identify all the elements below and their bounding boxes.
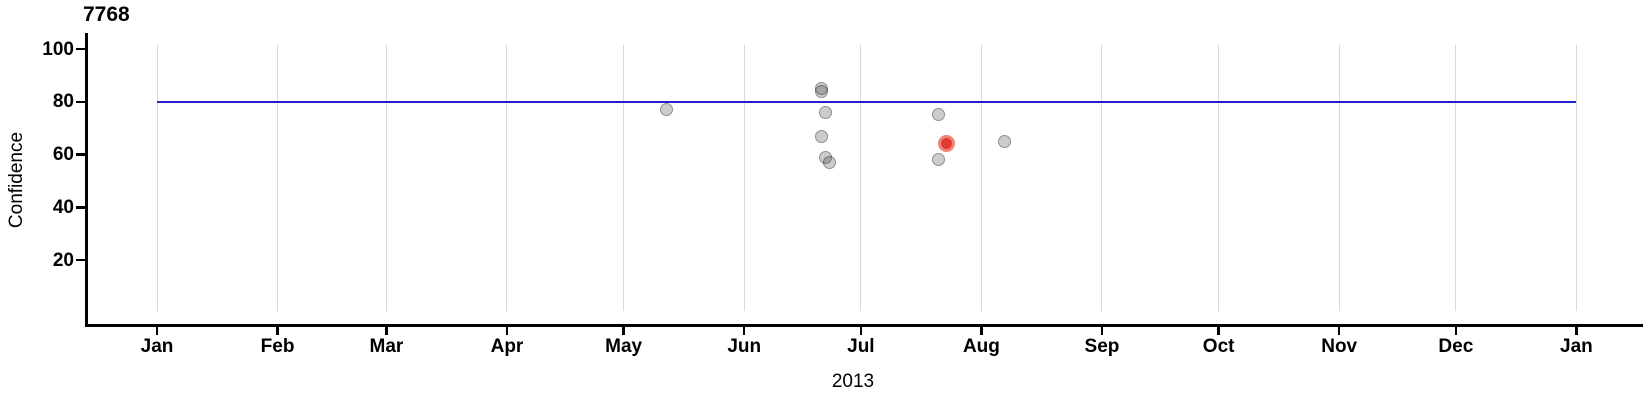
data-point[interactable] — [659, 103, 673, 117]
x-tick — [622, 326, 625, 335]
highlighted-data-point[interactable] — [937, 135, 955, 153]
data-point[interactable] — [998, 134, 1012, 148]
x-axis-spine — [85, 324, 1643, 327]
x-tick — [859, 326, 863, 335]
month-gridline — [1575, 45, 1577, 311]
x-tick — [742, 326, 746, 335]
month-gridline — [1338, 45, 1340, 311]
y-tick — [76, 153, 85, 156]
y-tick — [76, 206, 85, 209]
month-gridline — [980, 45, 982, 311]
x-tick — [505, 326, 509, 335]
x-tick-label: Jan — [1560, 336, 1593, 357]
y-axis-label: Confidence — [6, 131, 27, 229]
data-point[interactable] — [932, 153, 946, 167]
month-gridline — [1101, 45, 1103, 311]
x-tick — [276, 326, 279, 335]
x-tick-label: May — [605, 336, 643, 357]
x-tick-label: Nov — [1321, 336, 1358, 357]
x-tick-label: Oct — [1202, 336, 1235, 357]
x-tick — [155, 326, 159, 335]
chart-title: 7768 — [83, 3, 130, 26]
x-tick-label: Jul — [847, 336, 875, 357]
x-tick — [1337, 326, 1341, 335]
data-point[interactable] — [932, 108, 946, 122]
x-tick — [385, 326, 388, 335]
month-gridline — [743, 45, 745, 311]
x-tick-label: Aug — [962, 336, 1000, 357]
month-gridline — [385, 45, 387, 311]
month-gridline — [1455, 45, 1457, 311]
x-axis-year-label: 2013 — [831, 371, 875, 392]
month-gridline — [506, 45, 508, 311]
y-tick — [76, 100, 85, 103]
reference-line — [157, 100, 1577, 103]
x-tick-label: Mar — [369, 336, 404, 357]
y-tick-label: 80 — [52, 91, 74, 113]
x-tick — [1100, 326, 1104, 335]
y-tick-label: 60 — [52, 144, 74, 166]
y-tick — [76, 47, 85, 51]
x-tick-label: Jan — [140, 336, 174, 357]
month-gridline — [623, 45, 625, 311]
x-tick — [1454, 326, 1458, 335]
data-point[interactable] — [819, 105, 833, 119]
y-axis-spine — [85, 33, 88, 326]
y-tick-label: 40 — [52, 196, 74, 218]
month-gridline — [1218, 45, 1220, 311]
x-tick-label: Apr — [490, 336, 524, 357]
month-gridline — [156, 45, 158, 311]
x-tick — [980, 326, 983, 335]
data-point[interactable] — [823, 155, 837, 169]
month-gridline — [277, 45, 279, 311]
data-point[interactable] — [815, 84, 829, 98]
y-tick — [76, 258, 85, 262]
x-tick-label: Sep — [1084, 336, 1120, 357]
x-tick-label: Jun — [727, 336, 762, 357]
y-tick-label: 100 — [42, 38, 74, 60]
x-tick-label: Feb — [260, 336, 295, 357]
x-tick — [1217, 326, 1220, 335]
data-point[interactable] — [815, 129, 829, 143]
month-gridline — [860, 45, 862, 311]
x-tick-label: Dec — [1438, 336, 1474, 357]
y-tick-label: 20 — [52, 249, 74, 271]
x-tick — [1575, 326, 1578, 335]
